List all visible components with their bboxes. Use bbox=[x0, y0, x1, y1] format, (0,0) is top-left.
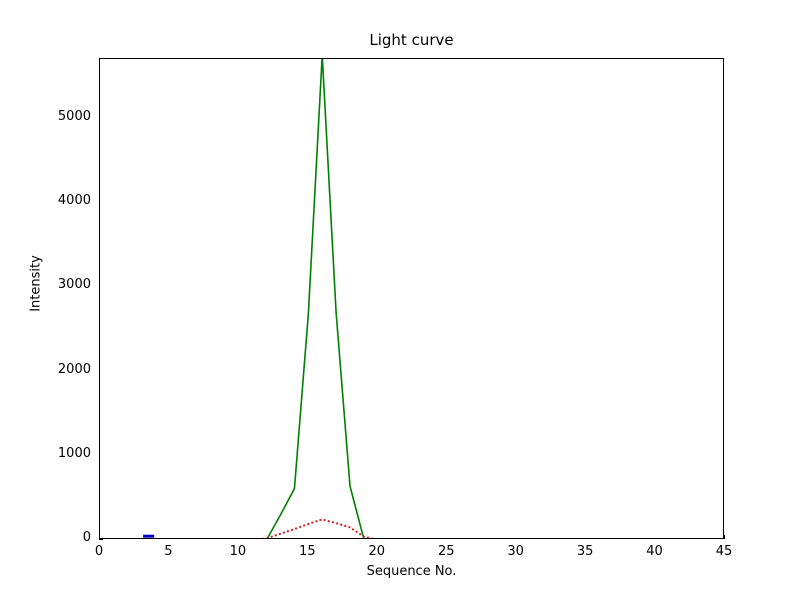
y-tick-label: 2000 bbox=[57, 361, 91, 377]
y-tick-label: 5000 bbox=[57, 108, 91, 124]
series-layer bbox=[143, 59, 375, 538]
x-tick-label: 20 bbox=[368, 544, 386, 559]
series-green-curve bbox=[266, 59, 365, 538]
x-tick-mark bbox=[724, 535, 725, 539]
y-tick-label: 1000 bbox=[57, 445, 91, 461]
y-tick-label: 4000 bbox=[57, 193, 91, 209]
y-tick-label: 0 bbox=[82, 530, 91, 545]
x-tick-label: 40 bbox=[646, 544, 663, 559]
x-tick-label: 10 bbox=[229, 544, 247, 559]
y-tick-label: 3000 bbox=[57, 277, 91, 293]
x-tick-label: 45 bbox=[715, 544, 733, 559]
y-tick-mark bbox=[99, 539, 103, 540]
x-axis-label: Sequence No. bbox=[366, 564, 457, 579]
x-tick-label: 0 bbox=[94, 544, 104, 559]
x-tick-label: 25 bbox=[437, 544, 455, 559]
x-tick-label: 35 bbox=[576, 544, 594, 559]
x-tick-label: 5 bbox=[164, 544, 173, 559]
series-red-dotted-curve bbox=[260, 518, 375, 538]
x-tick-label: 15 bbox=[299, 544, 316, 559]
page-title: Light curve bbox=[369, 31, 454, 49]
plot-area bbox=[99, 58, 724, 539]
x-tick-label: 30 bbox=[507, 544, 524, 559]
